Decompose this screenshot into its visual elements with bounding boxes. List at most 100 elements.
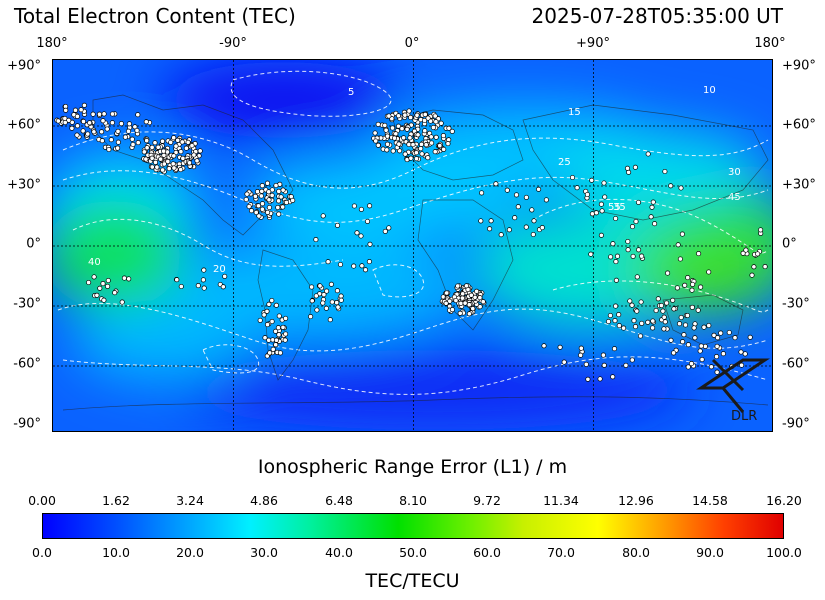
station-dot bbox=[649, 204, 655, 210]
station-dot bbox=[179, 139, 185, 145]
station-dot bbox=[458, 300, 464, 306]
station-dot bbox=[382, 122, 388, 128]
station-dot bbox=[639, 253, 645, 259]
station-dot bbox=[266, 197, 272, 203]
station-dot bbox=[314, 307, 320, 313]
station-dot bbox=[479, 190, 485, 196]
station-dot bbox=[94, 292, 100, 298]
station-dot bbox=[650, 318, 656, 324]
station-dot bbox=[152, 140, 158, 146]
station-dot bbox=[432, 113, 438, 119]
station-dot bbox=[85, 131, 91, 137]
station-dot bbox=[633, 218, 639, 225]
station-dot bbox=[574, 185, 580, 191]
station-dot bbox=[701, 324, 707, 330]
station-dot bbox=[661, 326, 667, 332]
station-dot bbox=[762, 264, 768, 270]
station-dot bbox=[115, 145, 121, 151]
station-dot bbox=[375, 121, 381, 127]
station-dot bbox=[402, 151, 408, 157]
station-dot bbox=[529, 207, 535, 213]
station-dot bbox=[334, 300, 340, 306]
station-dot bbox=[578, 345, 584, 351]
station-dot bbox=[732, 335, 738, 341]
station-dot bbox=[367, 203, 373, 209]
station-dot bbox=[588, 251, 594, 257]
station-dot bbox=[275, 204, 281, 211]
station-dot bbox=[589, 177, 595, 183]
chart-title: Total Electron Content (TEC) bbox=[14, 4, 296, 28]
station-dot bbox=[266, 204, 272, 211]
station-dot bbox=[283, 199, 290, 206]
station-dot bbox=[474, 288, 480, 294]
station-dot bbox=[670, 297, 676, 303]
station-dot bbox=[477, 304, 483, 310]
station-dot bbox=[685, 275, 691, 281]
station-dot bbox=[697, 348, 703, 354]
station-dot bbox=[280, 324, 286, 330]
lat-label-left-30s: -30° bbox=[13, 296, 41, 312]
lon-label-top-180e: 180° bbox=[754, 36, 786, 51]
station-dot bbox=[674, 285, 680, 291]
station-dot bbox=[523, 224, 529, 230]
station-dot bbox=[160, 167, 166, 173]
station-dot bbox=[689, 287, 695, 293]
range-tick-label: 4.86 bbox=[250, 493, 278, 508]
station-dot bbox=[470, 306, 476, 312]
station-dot bbox=[334, 288, 340, 294]
station-dot bbox=[125, 128, 132, 134]
station-dot bbox=[195, 283, 201, 289]
contour-label: 30 bbox=[728, 167, 741, 178]
station-dot bbox=[264, 322, 271, 328]
station-dot bbox=[366, 259, 372, 265]
station-dot bbox=[115, 128, 121, 134]
station-dot bbox=[453, 297, 459, 304]
station-dot bbox=[404, 126, 410, 132]
station-dot bbox=[259, 206, 265, 212]
station-dot bbox=[671, 306, 677, 312]
lat-label-left-60n: +60° bbox=[7, 117, 41, 133]
lat-label-right-30n: +30° bbox=[782, 177, 816, 193]
range-tick-label: 9.72 bbox=[473, 493, 501, 508]
lat-label-left-90n: +90° bbox=[7, 58, 41, 74]
station-dot bbox=[635, 199, 642, 205]
station-dot bbox=[758, 227, 764, 233]
station-dot bbox=[246, 203, 252, 210]
range-tick-label: 14.58 bbox=[692, 493, 728, 508]
lat-label-left-60s: -60° bbox=[13, 356, 41, 372]
station-dot bbox=[446, 125, 452, 131]
station-dot bbox=[201, 285, 207, 291]
station-dot bbox=[63, 107, 69, 113]
station-dot bbox=[91, 274, 97, 280]
station-dot bbox=[493, 181, 499, 187]
station-dot bbox=[738, 349, 744, 355]
station-dot bbox=[463, 283, 470, 289]
station-dot bbox=[681, 332, 687, 338]
station-dot bbox=[445, 141, 451, 147]
station-dot bbox=[645, 319, 651, 325]
station-dot bbox=[413, 156, 420, 162]
station-dot bbox=[755, 251, 761, 257]
station-dot bbox=[320, 300, 326, 306]
station-dot bbox=[599, 208, 605, 214]
station-dot bbox=[433, 134, 439, 140]
lat-label-left-90s: -90° bbox=[13, 416, 41, 432]
station-dot bbox=[623, 362, 629, 368]
station-dot bbox=[86, 279, 92, 286]
station-dot bbox=[257, 317, 263, 323]
station-dot bbox=[200, 277, 206, 283]
lon-label-top-90e: +90° bbox=[576, 36, 610, 51]
station-dot bbox=[354, 230, 360, 236]
station-dot bbox=[662, 168, 668, 175]
station-dot bbox=[585, 376, 591, 382]
station-dot bbox=[684, 312, 691, 319]
station-dot bbox=[708, 364, 714, 370]
station-dot bbox=[143, 156, 149, 162]
lat-label-right-60s: -60° bbox=[782, 356, 810, 372]
station-dot bbox=[418, 146, 424, 152]
station-dot bbox=[629, 302, 635, 308]
station-dot bbox=[455, 283, 461, 289]
station-dot bbox=[652, 221, 658, 227]
contour-label: 10 bbox=[703, 85, 716, 96]
station-dot bbox=[660, 308, 666, 314]
